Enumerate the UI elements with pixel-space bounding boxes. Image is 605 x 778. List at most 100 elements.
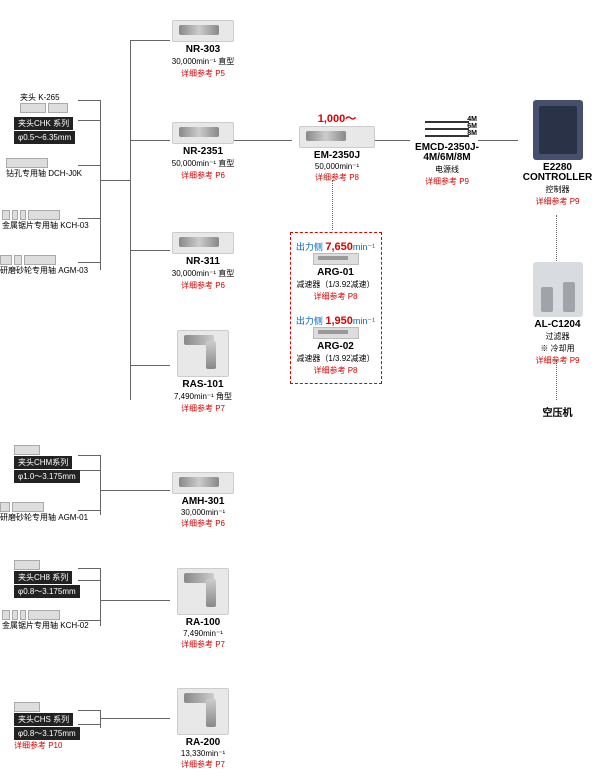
agm01-code: AGM-01 xyxy=(58,513,88,522)
arg01-spec: 减速器（1/3.92减速） xyxy=(288,279,383,290)
nr311-img xyxy=(172,232,234,254)
kch03-icon4 xyxy=(28,210,60,220)
filter-ref: 详细参考 P9 xyxy=(520,355,595,366)
arg02-pre: 出力侧 xyxy=(296,316,323,326)
arg02-name: ARG-02 xyxy=(288,341,383,352)
dch-row: 钻孔专用轴 DCH-J0K xyxy=(6,158,82,179)
cable-l1: 4M xyxy=(467,116,477,123)
agm03-code: AGM-03 xyxy=(58,266,88,275)
arg01-name: ARG-01 xyxy=(288,267,383,278)
nr311-name: NR-311 xyxy=(168,256,238,267)
ra100-node: RA-100 7,490min⁻¹ 详细参考 P7 xyxy=(168,568,238,650)
kch02-icon4 xyxy=(28,610,60,620)
cable-node: 4M 6M 8M EMCD-2350J- 4M/6M/8M 电源线 详细参考 P… xyxy=(412,118,482,187)
ctrl-desc: 控制器 xyxy=(520,184,595,195)
nr2351-node: NR-2351 50,000min⁻¹ 直型 详细参考 P6 xyxy=(168,122,238,181)
arg02-unit: min⁻¹ xyxy=(353,316,375,326)
line-ch8-a xyxy=(78,568,100,569)
em-name: EM-2350J xyxy=(292,150,382,161)
chs-bar2: φ0.8～3.175mm xyxy=(14,727,80,740)
arg02-node: 出力侧 1,950min⁻¹ ARG-02 减速器（1/3.92减速） 详细参考… xyxy=(288,314,383,376)
line-left-small-b xyxy=(78,120,100,121)
ras101-node: RAS-101 7,490min⁻¹ 角型 详细参考 P7 xyxy=(168,330,238,414)
ras101-name: RAS-101 xyxy=(168,379,238,390)
filter-node: AL-C1204 过滤器 ※ 冷却用 详细参考 P9 xyxy=(520,262,595,366)
cable-sub: 4M/6M/8M xyxy=(412,152,482,163)
em-ref: 详细参考 P8 xyxy=(292,172,382,183)
k265-icon xyxy=(20,103,46,113)
nr311-spec: 30,000min⁻¹ 直型 xyxy=(168,268,238,279)
cable-l2: 6M xyxy=(467,123,477,130)
line-left-small-a xyxy=(78,100,100,101)
amh301-node: AMH-301 30,000min⁻¹ 详细参考 P6 xyxy=(168,472,238,529)
ra100-img xyxy=(177,568,229,615)
dch-label: 钻孔专用轴 xyxy=(6,169,46,178)
kch03-label: 金属锯片专用轴 xyxy=(2,221,58,230)
filter-note: ※ 冷却用 xyxy=(520,343,595,354)
chm-bar2: φ1.0～3.175mm xyxy=(14,470,80,483)
nr2351-img xyxy=(172,122,234,144)
line-chm-b xyxy=(78,470,100,471)
arg01-img xyxy=(313,253,359,265)
cable-l3: 8M xyxy=(467,130,477,137)
dch-icon xyxy=(6,158,48,168)
nr303-name: NR-303 xyxy=(168,44,238,55)
nr2351-spec: 50,000min⁻¹ 直型 xyxy=(168,158,238,169)
chs-bar1: 夹头CHS 系列 xyxy=(14,713,73,726)
nr303-img xyxy=(172,20,234,42)
k265-icon2 xyxy=(48,103,68,113)
line-chm-v xyxy=(100,455,101,515)
line-left-small xyxy=(100,100,101,270)
arg01-node: 出力侧 7,650min⁻¹ ARG-01 减速器（1/3.92减速） 详细参考… xyxy=(288,240,383,302)
agm01-label: 研磨砂轮专用轴 xyxy=(0,513,56,522)
cable-img: 4M 6M 8M xyxy=(417,118,477,140)
line-ctrl-filter xyxy=(556,215,557,263)
line-chs-b xyxy=(78,724,100,725)
line-nr311 xyxy=(130,250,170,251)
chs-ref: 详细参考 P10 xyxy=(14,741,62,750)
agm01-icon1 xyxy=(0,502,10,512)
line-chm-d xyxy=(100,490,170,491)
agm03-row: 研磨砂轮专用轴 AGM-03 xyxy=(0,255,88,276)
arg01-ref: 详细参考 P8 xyxy=(288,291,383,302)
amh301-ref: 详细参考 P6 xyxy=(168,518,238,529)
kch02-label: 金属锯片专用轴 xyxy=(2,621,58,630)
kch02-icon3 xyxy=(20,610,26,620)
ctrl-img xyxy=(533,100,583,160)
agm03-icon3 xyxy=(24,255,56,265)
line-chs-v xyxy=(100,710,101,728)
comp-node: 空压机 xyxy=(530,402,585,419)
cable-desc: 电源线 xyxy=(412,164,482,175)
nr303-node: NR-303 30,000min⁻¹ 直型 详细参考 P5 xyxy=(168,20,238,79)
line-em-left xyxy=(232,140,292,141)
cable-ref: 详细参考 P9 xyxy=(412,176,482,187)
line-nr303 xyxy=(130,40,170,41)
nr303-ref: 详细参考 P5 xyxy=(168,68,238,79)
ra100-ref: 详细参考 P7 xyxy=(168,639,238,650)
ch8-bar1: 夹头CH8 系列 xyxy=(14,571,72,584)
ra200-name: RA-200 xyxy=(168,737,238,748)
ra200-spec: 13,330min⁻¹ xyxy=(168,749,238,758)
agm03-icon2 xyxy=(14,255,22,265)
chk-bar2: φ0.5～6.35mm xyxy=(14,131,75,144)
k265-row: 夹头 K-265 xyxy=(20,92,70,113)
arg01-unit: min⁻¹ xyxy=(353,242,375,252)
line-chs-d xyxy=(100,718,170,719)
ctrl-sub: CONTROLLER xyxy=(520,172,595,183)
arg02-spec: 减速器（1/3.92减速） xyxy=(288,353,383,364)
line-ch8-d xyxy=(100,600,170,601)
kch03-icon2 xyxy=(12,210,18,220)
chs-icon xyxy=(14,702,40,712)
chk-bar1: 夹头CHK 系列 xyxy=(14,117,73,130)
chm-icon xyxy=(14,445,40,455)
amh301-img xyxy=(172,472,234,494)
kch03-row: 金属锯片专用轴 KCH-03 xyxy=(2,210,89,231)
arg01-pre: 出力侧 xyxy=(296,242,323,252)
ra200-ref: 详细参考 P7 xyxy=(168,759,238,770)
ras101-img xyxy=(177,330,229,377)
ra100-spec: 7,490min⁻¹ xyxy=(168,629,238,638)
ch8-bar2: φ0.8～3.175mm xyxy=(14,585,80,598)
agm01-icon2 xyxy=(12,502,44,512)
kch02-icon1 xyxy=(2,610,10,620)
chs-block: 夹头CHS 系列 φ0.8～3.175mm 详细参考 P10 xyxy=(14,702,80,751)
